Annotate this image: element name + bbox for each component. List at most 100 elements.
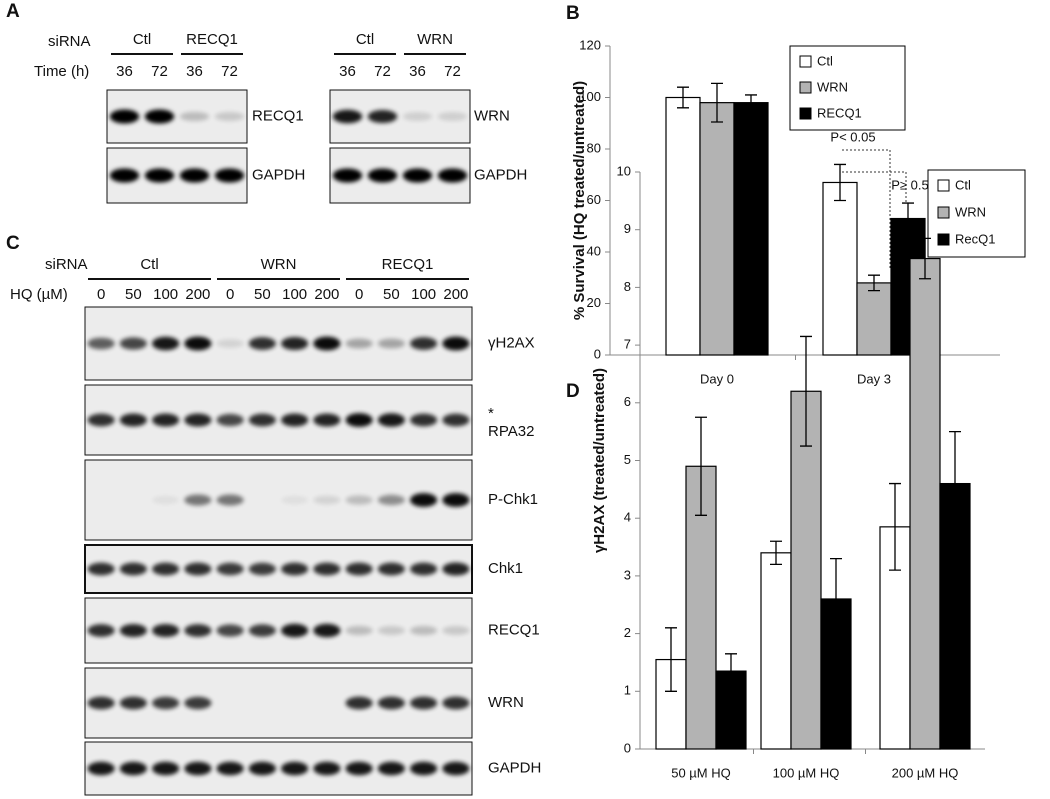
bracket <box>842 149 891 270</box>
bar <box>760 552 792 750</box>
band <box>345 625 373 636</box>
band <box>410 413 438 427</box>
error-bar <box>800 335 812 447</box>
band <box>377 338 405 349</box>
label: RECQ1 <box>252 107 304 124</box>
panel-label: C <box>6 233 20 254</box>
blot <box>84 597 473 664</box>
label: 72 <box>151 63 168 80</box>
band <box>442 336 470 351</box>
band <box>248 761 276 776</box>
band <box>119 696 147 710</box>
band <box>248 413 276 427</box>
y-tick-label: 4 <box>624 510 631 525</box>
band <box>214 112 245 121</box>
legend-label: Ctl <box>955 177 971 192</box>
bar <box>699 102 735 356</box>
band <box>345 761 373 776</box>
label: 100 <box>153 286 178 303</box>
x-tick-label: Day 0 <box>700 371 734 386</box>
band <box>184 336 212 351</box>
band <box>119 761 147 776</box>
band <box>144 109 175 124</box>
y-tick-label: 8 <box>624 279 631 294</box>
band <box>313 336 341 351</box>
x-tick-label: Day 3 <box>857 371 891 386</box>
band <box>87 562 115 576</box>
label: 36 <box>339 63 356 80</box>
band <box>216 339 244 348</box>
x-tick-label: 100 µM HQ <box>773 765 840 780</box>
label: GAPDH <box>488 759 541 776</box>
panel-label: D <box>566 381 580 402</box>
band <box>410 493 438 507</box>
band <box>377 562 405 576</box>
band <box>281 495 309 505</box>
label: RECQ1 <box>488 621 540 638</box>
label: WRN <box>488 694 524 711</box>
band <box>332 168 363 183</box>
error-bar <box>770 540 782 566</box>
bar <box>856 282 892 356</box>
legend-label: WRN <box>817 79 848 94</box>
band <box>281 623 309 638</box>
label: Ctl <box>356 31 374 48</box>
legend-swatch <box>937 179 950 192</box>
legend-swatch <box>799 107 812 120</box>
label: P-Chk1 <box>488 491 538 508</box>
error-bar <box>711 82 723 123</box>
legend <box>789 45 906 131</box>
x-tick-label: 50 µM HQ <box>671 765 731 780</box>
blot <box>84 741 473 796</box>
y-tick-label: 40 <box>587 243 601 258</box>
y-tick-label: 9 <box>624 221 631 236</box>
band <box>87 761 115 776</box>
band <box>109 109 140 124</box>
band <box>248 562 276 576</box>
band <box>313 495 341 505</box>
label: 200 <box>314 286 339 303</box>
label: 0 <box>355 286 363 303</box>
band <box>410 761 438 776</box>
error-bar <box>834 163 846 202</box>
label: RPA32 <box>488 423 534 440</box>
error-bar <box>695 416 707 516</box>
error-bar <box>889 482 901 571</box>
label: 72 <box>221 63 238 80</box>
error-bar <box>745 94 757 112</box>
band <box>410 625 438 636</box>
legend-swatch <box>799 81 812 94</box>
band <box>410 337 438 350</box>
band <box>281 336 309 351</box>
legend-swatch <box>799 55 812 68</box>
y-tick-label: 1 <box>624 683 631 698</box>
band <box>281 413 309 427</box>
band <box>119 337 147 350</box>
bracket <box>842 171 907 202</box>
band <box>184 494 212 506</box>
legend-label: Ctl <box>817 53 833 68</box>
band <box>313 623 341 638</box>
legend-label: RECQ1 <box>817 105 862 120</box>
label: 36 <box>186 63 203 80</box>
label: GAPDH <box>252 166 305 183</box>
band <box>345 413 373 427</box>
y-axis-label: % Survival (HQ treated/untreated) <box>571 81 588 320</box>
band <box>437 168 468 183</box>
error-bar <box>919 237 931 280</box>
y-tick-label: 60 <box>587 192 601 207</box>
label: RECQ1 <box>382 256 434 273</box>
label: siRNA <box>45 256 88 273</box>
y-tick-label: 5 <box>624 452 631 467</box>
label: WRN <box>417 31 453 48</box>
band <box>87 696 115 710</box>
band <box>377 626 405 635</box>
band <box>442 413 470 427</box>
band <box>442 696 470 710</box>
band <box>152 623 180 638</box>
label: 72 <box>444 63 461 80</box>
label: 50 <box>383 286 400 303</box>
band <box>281 562 309 576</box>
band <box>367 168 398 183</box>
label: 200 <box>443 286 468 303</box>
